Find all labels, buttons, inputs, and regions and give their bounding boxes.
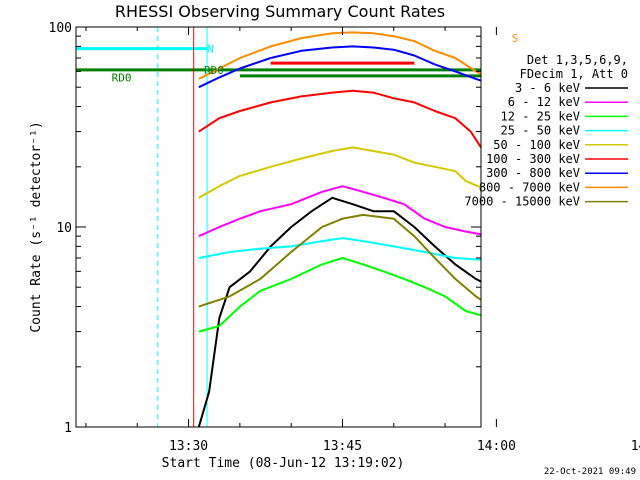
legend-header-line-2: FDecim 1, Att 0: [520, 67, 628, 81]
annotation-3: S: [512, 32, 519, 45]
x-tick-label-1: 13:45: [323, 439, 362, 454]
y-tick-label-1: 10: [56, 221, 72, 236]
legend-label-3: 25 - 50 keV: [501, 124, 580, 138]
legend-label-6: 300 - 800 keV: [486, 166, 580, 180]
series-5-segment-0: [198, 89, 481, 150]
legend-label-4: 50 - 100 keV: [493, 138, 580, 152]
x-tick-label-0: 13:30: [169, 439, 208, 454]
series-4-segment-0: [198, 146, 481, 199]
annotation-2: RD0: [112, 71, 132, 84]
y-axis-label: Count Rate (s⁻¹ detector⁻¹): [29, 121, 44, 332]
y-axis: 1 10 100: [49, 21, 481, 436]
legend-label-5: 100 - 300 keV: [486, 152, 580, 166]
y-tick-label-2: 100: [49, 21, 72, 36]
overlay-lines: [76, 27, 481, 427]
legend-label-7: 800 - 7000 keV: [479, 180, 580, 194]
series-7-segment-0: [198, 31, 481, 80]
series-lines: [197, 31, 481, 427]
annotation-0: N: [207, 43, 214, 56]
x-tick-label-3: 14:15: [631, 439, 640, 454]
x-axis-label: Start Time (08-Jun-12 13:19:02): [162, 456, 405, 471]
plot-annotations: N RD0 RD0 S: [112, 32, 519, 84]
y-tick-label-0: 1: [64, 421, 72, 436]
series-3-segment-0: [198, 237, 481, 261]
chart-title: RHESSI Observing Summary Count Rates: [115, 2, 445, 21]
x-tick-label-2: 14:00: [477, 439, 516, 454]
series-6-segment-0: [198, 45, 481, 89]
annotation-1: RD0: [204, 64, 224, 77]
legend-label-1: 6 - 12 keV: [508, 95, 580, 109]
legend: Det 1,3,5,6,9, FDecim 1, Att 0 3 - 6 keV…: [464, 53, 628, 209]
legend-label-0: 3 - 6 keV: [515, 81, 580, 95]
legend-label-2: 12 - 25 keV: [501, 109, 580, 123]
series-2-segment-0: [198, 257, 481, 333]
footer-date: 22-Oct-2021 09:49: [544, 467, 636, 477]
legend-header-line-1: Det 1,3,5,6,9,: [527, 53, 628, 67]
legend-label-8: 7000 - 15000 keV: [464, 195, 580, 209]
series-1-segment-0: [198, 185, 481, 238]
series-8-segment-0: [198, 213, 481, 308]
